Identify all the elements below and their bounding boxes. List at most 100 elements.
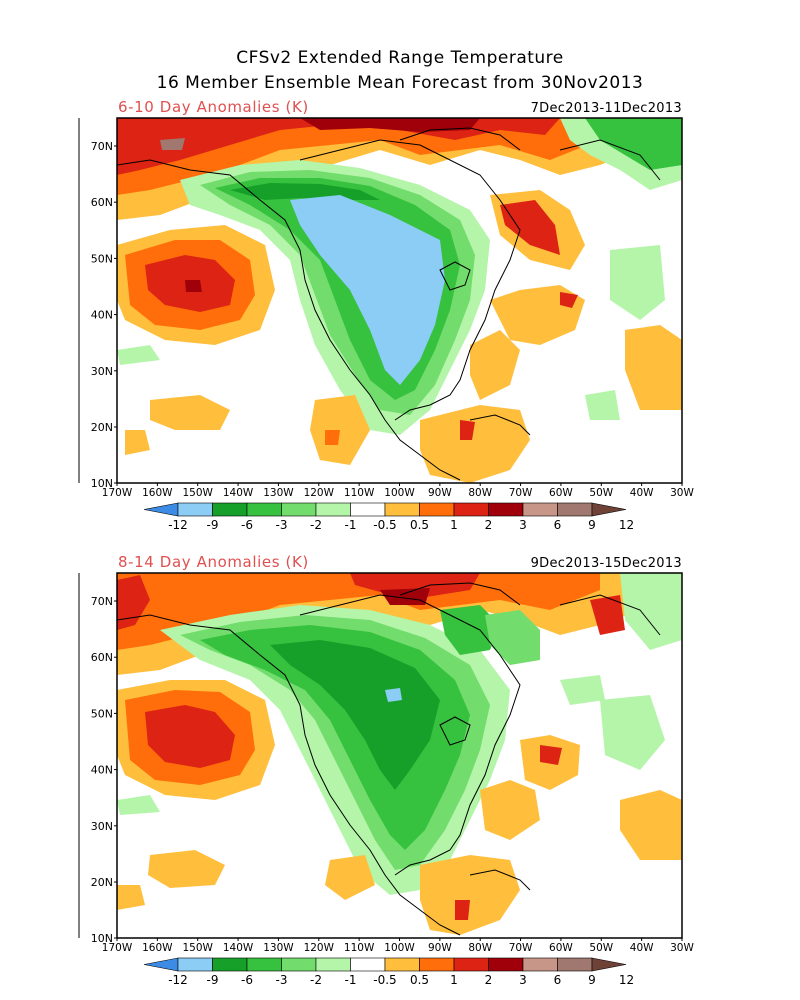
panel2-lon-label: 50W xyxy=(589,942,613,954)
colorbar1-swatch xyxy=(315,502,351,517)
colorbar1-label: -3 xyxy=(276,518,288,532)
colorbar1-label: -12 xyxy=(168,518,188,532)
panel1-lon-label: 150W xyxy=(182,487,213,499)
colorbar1-swatch xyxy=(384,502,420,517)
panel2-lon-label: 90W xyxy=(428,942,452,954)
colorbar1-label: 3 xyxy=(519,518,527,532)
panel2-lat-label: 40N xyxy=(91,764,113,777)
colorbar2-label: -9 xyxy=(207,973,219,987)
colorbar1-swatch xyxy=(557,502,593,517)
panel1-lon-label: 70W xyxy=(509,487,533,499)
panel2-lon-label: 120W xyxy=(304,942,335,954)
colorbar2-swatch xyxy=(350,957,386,972)
panel2-lon-label: 110W xyxy=(344,942,375,954)
colorbar1-swatch xyxy=(350,502,386,517)
panel1-map xyxy=(117,118,682,483)
panel1-lat-label: 50N xyxy=(91,252,113,265)
panel1-lon-label: 80W xyxy=(468,487,492,499)
colorbar2-label: -12 xyxy=(168,973,188,987)
colorbar1-swatch xyxy=(212,502,248,517)
panel1-lon-label: 90W xyxy=(428,487,452,499)
panel1-date-range: 7Dec2013-11Dec2013 xyxy=(530,101,682,116)
panel2-lon-label: 40W xyxy=(630,942,654,954)
colorbar1-label: 0.5 xyxy=(410,518,429,532)
colorbar2-swatch xyxy=(246,957,282,972)
panel2-lon-label: 140W xyxy=(223,942,254,954)
colorbar2-swatch xyxy=(453,957,489,972)
panel1-lon-label: 60W xyxy=(549,487,573,499)
panel2-lat-label: 70N xyxy=(91,595,113,608)
panel2-lat-label: 20N xyxy=(91,876,113,889)
colorbar2-swatch xyxy=(177,957,213,972)
colorbar2-swatch xyxy=(281,957,317,972)
colorbar2-arrow-left xyxy=(143,957,179,972)
panel2-lon-label: 170W xyxy=(102,942,133,954)
colorbar1-swatch xyxy=(177,502,213,517)
panel2-lon-label: 60W xyxy=(549,942,573,954)
panel1-lat-label: 70N xyxy=(91,140,113,153)
colorbar1-label: 6 xyxy=(554,518,562,532)
panel1-lon-label: 110W xyxy=(344,487,375,499)
panel1-lat-label: 40N xyxy=(91,309,113,322)
colorbar1-swatch xyxy=(488,502,524,517)
colorbar1-swatch xyxy=(453,502,489,517)
panel2-lon-label: 70W xyxy=(509,942,533,954)
panel2-lon-label: 30W xyxy=(670,942,694,954)
panel1-lon-label: 40W xyxy=(630,487,654,499)
colorbar1-arrow-right xyxy=(591,502,627,517)
colorbar2-label: 0.5 xyxy=(410,973,429,987)
colorbar2-swatch xyxy=(384,957,420,972)
colorbar1-label: 1 xyxy=(450,518,458,532)
colorbar1-arrow-left xyxy=(143,502,179,517)
chart-title-line2: 16 Member Ensemble Mean Forecast from 30… xyxy=(156,73,644,93)
panel1-lon-label: 100W xyxy=(384,487,415,499)
colorbar2-swatch xyxy=(522,957,558,972)
colorbar2-arrow-right xyxy=(591,957,627,972)
colorbar2-label: -3 xyxy=(276,973,288,987)
panel2-lat-label: 10N xyxy=(91,932,113,945)
colorbar1-label: 9 xyxy=(588,518,596,532)
colorbar1-label: 2 xyxy=(485,518,493,532)
colorbar1-label: -1 xyxy=(345,518,357,532)
colorbar2-label: -0.5 xyxy=(373,973,396,987)
panel1-lat-label: 10N xyxy=(91,477,113,490)
panel1-lon-label: 140W xyxy=(223,487,254,499)
panel1-lon-label: 170W xyxy=(102,487,133,499)
colorbar2-label: 6 xyxy=(554,973,562,987)
colorbar1-label: -2 xyxy=(310,518,322,532)
panel2-lat-label: 30N xyxy=(91,820,113,833)
panel1-lat-label: 30N xyxy=(91,365,113,378)
colorbar1-label: -6 xyxy=(241,518,253,532)
panel2-date-range: 9Dec2013-15Dec2013 xyxy=(530,556,682,571)
colorbar2-swatch xyxy=(557,957,593,972)
colorbar2-label: 12 xyxy=(619,973,634,987)
colorbar2-swatch xyxy=(315,957,351,972)
colorbar2-label: 3 xyxy=(519,973,527,987)
colorbar1-swatch xyxy=(522,502,558,517)
panel1-lon-label: 30W xyxy=(670,487,694,499)
panel1-lat-label: 20N xyxy=(91,421,113,434)
panel2-map xyxy=(117,573,682,938)
panel1-lon-label: 50W xyxy=(589,487,613,499)
panel1-lat-label: 60N xyxy=(91,196,113,209)
panel1-lon-label: 130W xyxy=(263,487,294,499)
colorbar2-swatch xyxy=(488,957,524,972)
colorbar2-label: -2 xyxy=(310,973,322,987)
colorbar2-swatch xyxy=(419,957,455,972)
panel2-lat-label: 60N xyxy=(91,651,113,664)
colorbar1-swatch xyxy=(419,502,455,517)
panel2-lon-label: 80W xyxy=(468,942,492,954)
colorbar2-swatch xyxy=(212,957,248,972)
colorbar2-label: 1 xyxy=(450,973,458,987)
colorbar2-label: 2 xyxy=(485,973,493,987)
panel2-lon-label: 130W xyxy=(263,942,294,954)
panel2-lon-label: 160W xyxy=(142,942,173,954)
panel1-lon-label: 160W xyxy=(142,487,173,499)
colorbar2-label: -6 xyxy=(241,973,253,987)
colorbar1-label: -0.5 xyxy=(373,518,396,532)
colorbar1-swatch xyxy=(281,502,317,517)
panel2-lon-label: 100W xyxy=(384,942,415,954)
colorbar2-label: -1 xyxy=(345,973,357,987)
panel2-lon-label: 150W xyxy=(182,942,213,954)
